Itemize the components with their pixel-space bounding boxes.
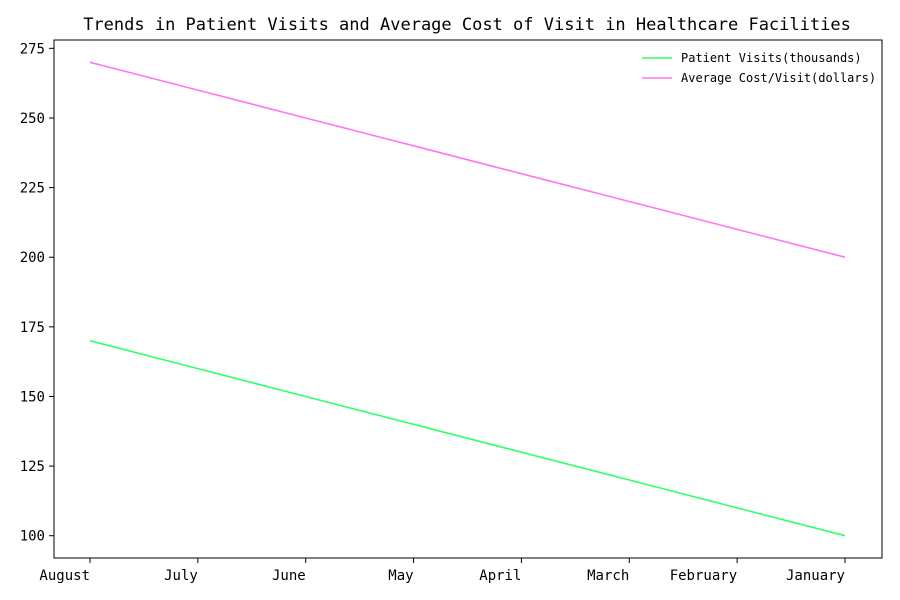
legend-label-0: Patient Visits(thousands): [681, 51, 862, 65]
y-tick-label: 150: [20, 389, 45, 405]
chart-title: Trends in Patient Visits and Average Cos…: [83, 15, 851, 35]
x-axis: August July June May April March February Janua…: [39, 558, 846, 584]
x-tick-label: January: [786, 568, 845, 584]
y-tick-label: 250: [20, 111, 45, 127]
x-tick-label: July: [164, 568, 198, 584]
x-tick-label: March: [587, 568, 629, 584]
x-tick-label: August: [39, 568, 90, 584]
y-tick-label: 125: [20, 459, 45, 475]
series-lines: [89, 61, 846, 537]
series-line-0: [89, 340, 846, 537]
y-tick-label: 175: [20, 320, 45, 336]
y-tick-label: 225: [20, 181, 45, 197]
legend: Patient Visits(thousands) Average Cost/Vi…: [642, 51, 876, 85]
y-tick-label: 100: [20, 529, 45, 545]
y-tick-label: 275: [20, 41, 45, 57]
x-tick-label: May: [388, 568, 413, 584]
y-tick-label: 200: [20, 250, 45, 266]
x-tick-label: February: [670, 568, 737, 584]
x-tick-label: April: [479, 568, 521, 584]
series-line-1: [89, 61, 846, 258]
legend-label-1: Average Cost/Visit(dollars): [681, 71, 876, 85]
plot-frame: [53, 39, 883, 559]
y-axis: 100 125 150 175 200 225 250 275: [20, 41, 54, 545]
x-tick-label: June: [272, 568, 306, 584]
